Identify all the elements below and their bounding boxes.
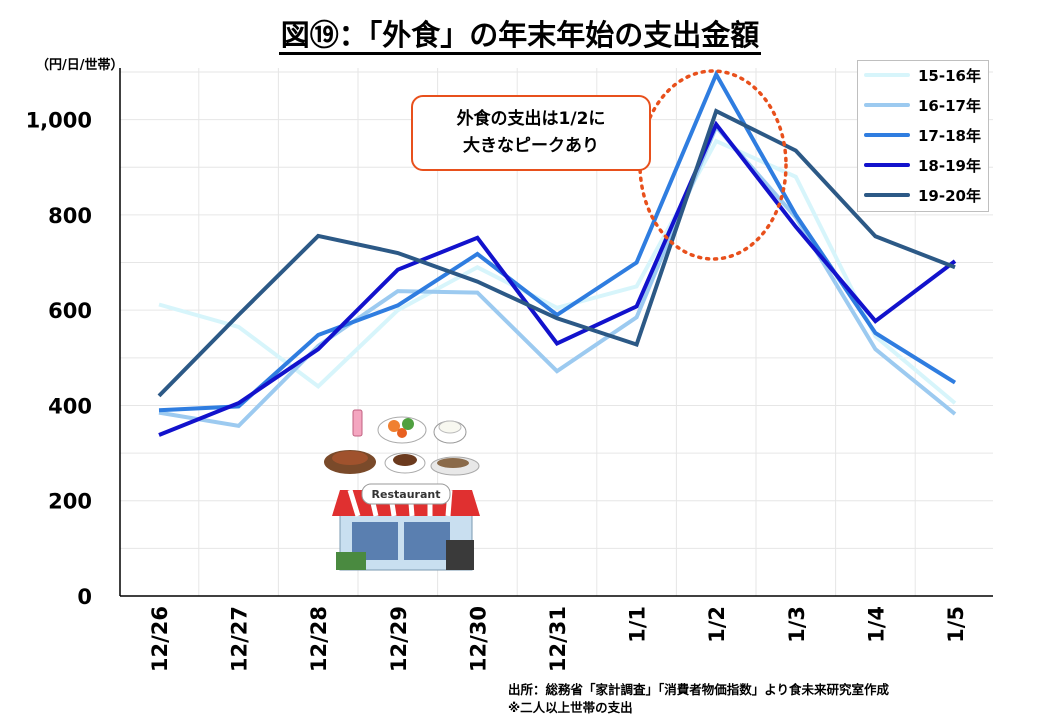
legend-item: 15-16年 bbox=[864, 63, 981, 87]
x-tick-label: 1/3 bbox=[785, 606, 809, 643]
series-line-4 bbox=[158, 120, 957, 437]
x-tick-label: 12/31 bbox=[546, 606, 570, 672]
y-tick-label: 400 bbox=[48, 394, 92, 418]
source-line-2: ※二人以上世帯の支出 bbox=[508, 700, 633, 715]
legend-label: 17-18年 bbox=[918, 126, 981, 145]
y-tick-label: 0 bbox=[77, 585, 92, 609]
source-note: 出所：総務省「家計調査」「消費者物価指数」より食未来研究室作成 ※二人以上世帯の… bbox=[508, 681, 889, 717]
annotation-callout: 外食の支出は1/2に 大きなピークあり bbox=[411, 95, 651, 171]
legend-label: 19-20年 bbox=[918, 186, 981, 205]
series-line-5 bbox=[157, 108, 956, 398]
x-tick-label: 12/30 bbox=[466, 606, 490, 672]
restaurant-illustration: Restaurant bbox=[324, 409, 480, 571]
series-line-3 bbox=[158, 69, 957, 413]
callout-line-2: 大きなピークあり bbox=[463, 136, 599, 156]
legend-swatch bbox=[864, 193, 910, 197]
x-tick-label: 12/29 bbox=[387, 606, 411, 672]
legend-swatch bbox=[864, 103, 910, 107]
x-tick-label: 1/2 bbox=[705, 606, 729, 643]
legend-item: 18-19年 bbox=[864, 153, 981, 177]
y-tick-label: 800 bbox=[48, 204, 92, 228]
x-tick-label: 12/26 bbox=[148, 606, 172, 672]
x-tick-label: 1/5 bbox=[944, 606, 968, 643]
legend-label: 16-17年 bbox=[918, 96, 981, 115]
y-tick-label: 600 bbox=[48, 299, 92, 323]
legend-label: 15-16年 bbox=[918, 66, 981, 85]
legend-label: 18-19年 bbox=[918, 156, 981, 175]
svg-text:Restaurant: Restaurant bbox=[372, 488, 441, 501]
x-tick-label: 12/28 bbox=[307, 606, 331, 672]
peak-highlight-ellipse bbox=[638, 69, 788, 261]
legend-swatch bbox=[864, 163, 910, 167]
legend-item: 16-17年 bbox=[864, 93, 981, 117]
chart-legend: 15-16年 16-17年 17-18年 18-19年 19-20年 bbox=[857, 60, 989, 212]
legend-item: 19-20年 bbox=[864, 183, 981, 207]
y-tick-label: 200 bbox=[48, 490, 92, 514]
source-line-1: 出所：総務省「家計調査」「消費者物価指数」より食未来研究室作成 bbox=[508, 682, 890, 697]
x-tick-label: 12/27 bbox=[228, 606, 252, 672]
callout-line-1: 外食の支出は1/2に bbox=[456, 109, 606, 129]
y-axis-unit-label: （円/日/世帯） bbox=[36, 58, 124, 73]
legend-swatch bbox=[864, 73, 910, 77]
legend-item: 17-18年 bbox=[864, 123, 981, 147]
chart-title: 図⑲：「外食」の年末年始の支出金額 bbox=[0, 12, 1040, 55]
x-tick-label: 1/4 bbox=[864, 606, 888, 643]
legend-swatch bbox=[864, 133, 910, 137]
y-tick-label: 1,000 bbox=[26, 109, 92, 133]
x-tick-label: 1/1 bbox=[626, 606, 650, 643]
